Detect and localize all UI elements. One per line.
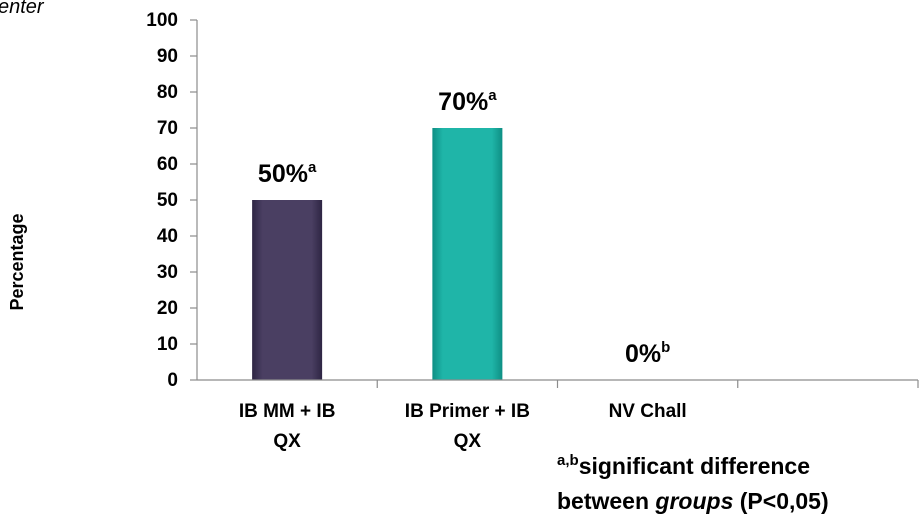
bars <box>252 128 503 380</box>
y-tick-label: 10 <box>157 334 178 355</box>
y-tick-label: 80 <box>157 82 178 103</box>
footnote-line2: between groups (P<0,05) <box>557 488 829 514</box>
data-label: 0%b <box>625 339 670 368</box>
x-category-label: NV Chall <box>609 401 687 422</box>
x-category-label: QX <box>273 431 301 452</box>
corner-title-fragment: enter <box>0 0 45 18</box>
bar <box>252 200 323 380</box>
x-category-label: IB Primer + IB <box>405 401 530 422</box>
data-label: 70%a <box>438 87 497 116</box>
y-tick-label: 20 <box>157 298 178 319</box>
y-tick-label: 40 <box>157 226 178 247</box>
x-axis-tick-marks <box>376 380 919 388</box>
y-tick-label: 60 <box>157 154 178 175</box>
x-category-label: QX <box>454 431 482 452</box>
bar <box>432 128 503 380</box>
y-axis-label: Percentage <box>7 213 27 310</box>
y-tick-label: 100 <box>146 10 178 31</box>
y-axis-ticks: 0 10 20 30 40 50 60 70 80 90 100 <box>146 10 197 391</box>
x-axis-categories: IB MM + IB QX IB Primer + IB QX NV Chall <box>239 401 687 452</box>
data-label: 50%a <box>258 159 317 188</box>
data-labels: 50%a 70%a 0%b <box>258 87 670 368</box>
footnote: a,bsignificant difference between groups… <box>557 452 829 514</box>
y-tick-label: 90 <box>157 46 178 67</box>
y-tick-label: 50 <box>157 190 178 211</box>
y-tick-label: 70 <box>157 118 178 139</box>
y-tick-label: 30 <box>157 262 178 283</box>
y-tick-label: 0 <box>167 370 178 391</box>
footnote-line1: a,bsignificant difference <box>557 452 810 479</box>
x-category-label: IB MM + IB <box>239 401 336 422</box>
